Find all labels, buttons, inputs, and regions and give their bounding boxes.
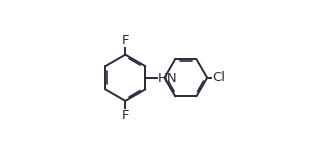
Text: Cl: Cl — [212, 71, 225, 84]
Text: F: F — [122, 109, 129, 122]
Text: F: F — [122, 34, 129, 47]
Text: HN: HN — [158, 72, 177, 85]
